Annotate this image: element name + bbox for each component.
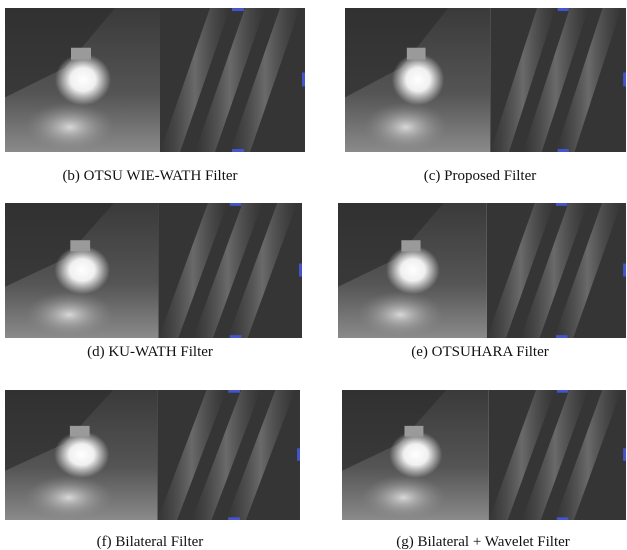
figure: (b) OTSU WIE-WATH Filter (c) Proposed Fi…	[0, 0, 627, 550]
caption: (d) KU-WATH Filter	[87, 344, 213, 360]
image-panel	[338, 203, 626, 338]
caption: (e) OTSUHARA Filter	[411, 344, 549, 360]
caption: (f) Bilateral Filter	[97, 534, 204, 550]
image-panel	[5, 390, 300, 520]
image-panel	[342, 390, 626, 520]
caption: (g) Bilateral + Wavelet Filter	[396, 534, 570, 550]
caption: (c) Proposed Filter	[424, 168, 536, 184]
image-panel	[345, 8, 626, 152]
image-panel	[5, 8, 305, 152]
caption: (b) OTSU WIE-WATH Filter	[62, 168, 237, 184]
image-panel	[5, 203, 302, 338]
